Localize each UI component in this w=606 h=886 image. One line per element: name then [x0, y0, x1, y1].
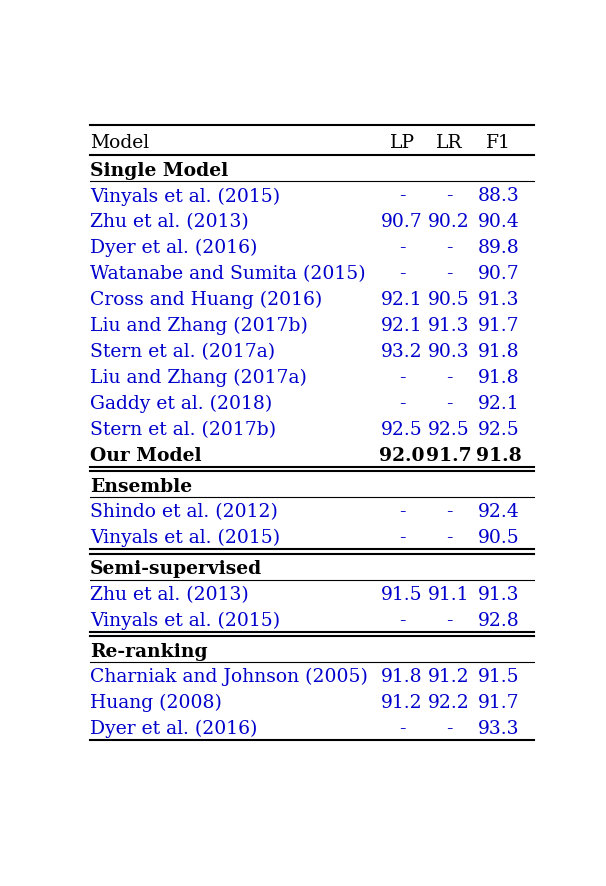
- Text: -: -: [446, 503, 452, 521]
- Text: 91.2: 91.2: [428, 668, 470, 687]
- Text: -: -: [399, 395, 405, 413]
- Text: LR: LR: [436, 135, 462, 152]
- Text: -: -: [446, 529, 452, 548]
- Text: Liu and Zhang (2017b): Liu and Zhang (2017b): [90, 317, 308, 335]
- Text: 91.8: 91.8: [478, 343, 519, 361]
- Text: Shindo et al. (2012): Shindo et al. (2012): [90, 503, 278, 521]
- Text: -: -: [399, 611, 405, 630]
- Text: Stern et al. (2017b): Stern et al. (2017b): [90, 421, 276, 439]
- Text: 92.5: 92.5: [478, 421, 519, 439]
- Text: 88.3: 88.3: [478, 188, 519, 206]
- Text: -: -: [399, 503, 405, 521]
- Text: Re-ranking: Re-ranking: [90, 643, 207, 661]
- Text: Charniak and Johnson (2005): Charniak and Johnson (2005): [90, 668, 368, 687]
- Text: 92.1: 92.1: [381, 317, 423, 335]
- Text: Zhu et al. (2013): Zhu et al. (2013): [90, 586, 248, 604]
- Text: Vinyals et al. (2015): Vinyals et al. (2015): [90, 611, 280, 630]
- Text: Semi-supervised: Semi-supervised: [90, 561, 262, 579]
- Text: -: -: [399, 720, 405, 738]
- Text: Gaddy et al. (2018): Gaddy et al. (2018): [90, 394, 272, 413]
- Text: 90.7: 90.7: [478, 265, 519, 284]
- Text: 90.2: 90.2: [428, 214, 470, 231]
- Text: -: -: [399, 265, 405, 284]
- Text: Ensemble: Ensemble: [90, 478, 192, 496]
- Text: Dyer et al. (2016): Dyer et al. (2016): [90, 239, 257, 257]
- Text: 91.7: 91.7: [478, 317, 519, 335]
- Text: 92.4: 92.4: [478, 503, 519, 521]
- Text: -: -: [399, 239, 405, 257]
- Text: 90.4: 90.4: [478, 214, 519, 231]
- Text: -: -: [446, 611, 452, 630]
- Text: 90.7: 90.7: [381, 214, 423, 231]
- Text: 93.2: 93.2: [381, 343, 423, 361]
- Text: Model: Model: [90, 135, 149, 152]
- Text: 91.3: 91.3: [428, 317, 470, 335]
- Text: -: -: [399, 529, 405, 548]
- Text: Liu and Zhang (2017a): Liu and Zhang (2017a): [90, 369, 307, 387]
- Text: 89.8: 89.8: [478, 239, 519, 257]
- Text: Cross and Huang (2016): Cross and Huang (2016): [90, 291, 322, 309]
- Text: 91.8: 91.8: [476, 447, 521, 464]
- Text: 92.5: 92.5: [428, 421, 470, 439]
- Text: 91.2: 91.2: [381, 695, 423, 712]
- Text: 93.3: 93.3: [478, 720, 519, 738]
- Text: 91.7: 91.7: [426, 447, 472, 464]
- Text: 92.0: 92.0: [379, 447, 425, 464]
- Text: 92.8: 92.8: [478, 611, 519, 630]
- Text: Dyer et al. (2016): Dyer et al. (2016): [90, 720, 257, 738]
- Text: 91.7: 91.7: [478, 695, 519, 712]
- Text: 91.3: 91.3: [478, 291, 519, 309]
- Text: Zhu et al. (2013): Zhu et al. (2013): [90, 214, 248, 231]
- Text: LP: LP: [390, 135, 415, 152]
- Text: 90.5: 90.5: [428, 291, 470, 309]
- Text: Watanabe and Sumita (2015): Watanabe and Sumita (2015): [90, 265, 365, 284]
- Text: 91.8: 91.8: [478, 369, 519, 387]
- Text: 92.5: 92.5: [381, 421, 423, 439]
- Text: -: -: [446, 369, 452, 387]
- Text: Our Model: Our Model: [90, 447, 201, 464]
- Text: 91.5: 91.5: [478, 668, 519, 687]
- Text: 91.8: 91.8: [381, 668, 423, 687]
- Text: F1: F1: [486, 135, 511, 152]
- Text: -: -: [446, 239, 452, 257]
- Text: 90.5: 90.5: [478, 529, 519, 548]
- Text: -: -: [446, 720, 452, 738]
- Text: 92.1: 92.1: [381, 291, 423, 309]
- Text: Vinyals et al. (2015): Vinyals et al. (2015): [90, 529, 280, 548]
- Text: 91.3: 91.3: [478, 586, 519, 604]
- Text: -: -: [446, 188, 452, 206]
- Text: 91.1: 91.1: [428, 586, 470, 604]
- Text: -: -: [399, 369, 405, 387]
- Text: -: -: [399, 188, 405, 206]
- Text: -: -: [446, 395, 452, 413]
- Text: 92.1: 92.1: [478, 395, 519, 413]
- Text: 92.2: 92.2: [428, 695, 470, 712]
- Text: 90.3: 90.3: [428, 343, 470, 361]
- Text: -: -: [446, 265, 452, 284]
- Text: Single Model: Single Model: [90, 162, 228, 180]
- Text: Huang (2008): Huang (2008): [90, 694, 222, 712]
- Text: 91.5: 91.5: [381, 586, 423, 604]
- Text: Vinyals et al. (2015): Vinyals et al. (2015): [90, 187, 280, 206]
- Text: Stern et al. (2017a): Stern et al. (2017a): [90, 343, 275, 361]
